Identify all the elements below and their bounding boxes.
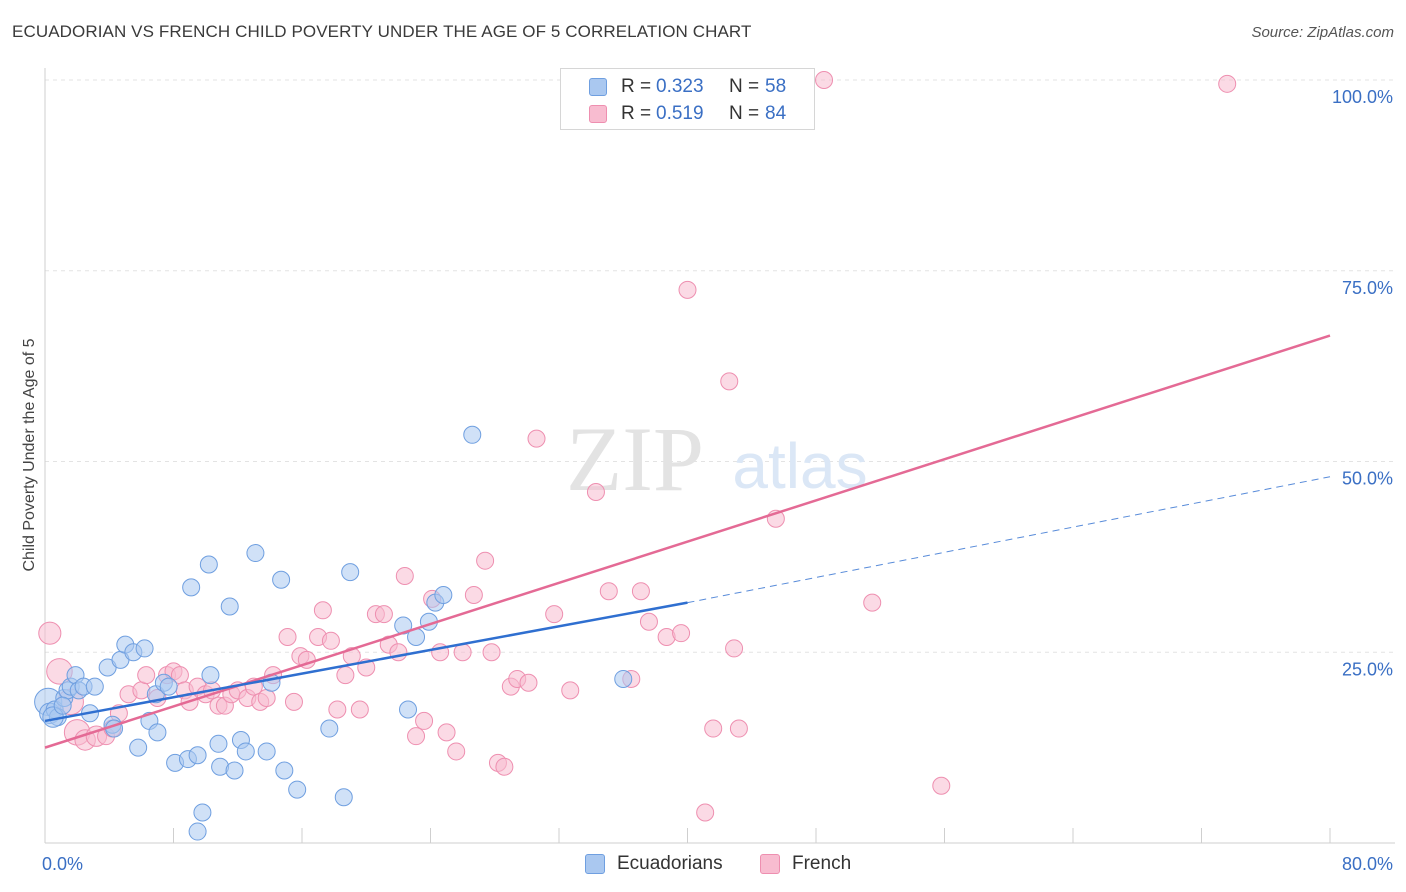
french-point	[482, 643, 501, 662]
french-point	[725, 639, 744, 658]
french-point	[313, 601, 332, 620]
ecuadorians-point	[129, 738, 148, 757]
french-point	[696, 803, 715, 822]
ecuadorians-point	[399, 700, 418, 719]
ecuadorians-n-value: 58	[765, 76, 787, 97]
ecuadorians-point	[201, 666, 220, 685]
french-point	[729, 719, 748, 738]
legend-row-french: R = 0.519 N = 84	[561, 101, 814, 127]
ecuadorians-point	[434, 586, 453, 605]
ecuadorians-point	[272, 570, 291, 589]
ecuadorians-point	[236, 742, 255, 761]
ecuadorians-point	[341, 563, 360, 582]
ecuadorians-point	[53, 696, 72, 715]
stats-legend: R = 0.323 N = 58 R = 0.519 N = 84	[560, 68, 815, 130]
y-tick-label: 25.0%	[1342, 659, 1393, 679]
chart-title: ECUADORIAN VS FRENCH CHILD POVERTY UNDER…	[12, 22, 752, 41]
ecuadorians-trendline-extension	[687, 476, 1331, 604]
french-point	[437, 723, 456, 742]
french-point	[447, 742, 466, 761]
french-point	[464, 586, 483, 605]
ecuadorians-trendline	[44, 601, 688, 723]
french-point	[586, 483, 605, 502]
y-tick-label: 50.0%	[1342, 469, 1393, 489]
legend-label-french: French	[792, 853, 852, 874]
ecuadorians-point	[257, 742, 276, 761]
french-point	[328, 700, 347, 719]
french-point	[374, 605, 393, 624]
ecuadorians-point	[188, 822, 207, 841]
french-point	[545, 605, 564, 624]
french-point	[257, 689, 276, 708]
y-tick-label: 100.0%	[1332, 87, 1393, 107]
french-point	[631, 582, 650, 601]
ecuadorians-point	[159, 677, 178, 696]
ecuadorians-point	[193, 803, 212, 822]
legend-label-ecuadorians: Ecuadorians	[617, 853, 723, 874]
ecuadorians-point	[148, 723, 167, 742]
ecuadorians-point	[320, 719, 339, 738]
n-label: N =	[729, 76, 760, 97]
r-label: R =	[621, 76, 652, 97]
french-point	[284, 692, 303, 711]
ecuadorians-point	[334, 788, 353, 807]
ecuadorians-point	[614, 669, 633, 688]
french-point	[476, 551, 495, 570]
ecuadorians-swatch	[585, 854, 605, 874]
ecuadorians-point	[225, 761, 244, 780]
french-trendline	[44, 334, 1331, 749]
x-tick-label-min: 0.0%	[42, 854, 83, 874]
n-label: N =	[729, 103, 760, 124]
french-point	[495, 757, 514, 776]
french-point	[678, 280, 697, 299]
ecuadorians-point	[463, 425, 482, 444]
ecuadorians-point	[246, 544, 265, 563]
french-point	[720, 372, 739, 391]
french-point	[599, 582, 618, 601]
ecuadorians-point	[288, 780, 307, 799]
ecuadorians-point	[188, 746, 207, 765]
french-point	[704, 719, 723, 738]
y-axis-label: Child Poverty Under the Age of 5	[21, 338, 38, 571]
x-tick-label-max: 80.0%	[1342, 854, 1393, 874]
french-point	[815, 71, 834, 89]
ecuadorians-point	[199, 555, 218, 574]
french-swatch	[589, 105, 607, 123]
ecuadorians-point	[220, 597, 239, 616]
r-label: R =	[621, 103, 652, 124]
french-point	[415, 711, 434, 730]
ecuadorians-point	[275, 761, 294, 780]
french-point	[137, 666, 156, 685]
french-point	[863, 593, 882, 612]
french-point	[561, 681, 580, 700]
watermark-zip: ZIP	[566, 408, 704, 510]
ecuadorians-point	[209, 734, 228, 753]
french-point	[395, 566, 414, 585]
french-point	[350, 700, 369, 719]
legend-row-ecuadorians: R = 0.323 N = 58	[561, 74, 814, 100]
ecuadorians-swatch	[589, 78, 607, 96]
ecuadorians-point	[182, 578, 201, 597]
french-point	[321, 631, 340, 650]
french-n-value: 84	[765, 103, 787, 124]
french-point	[527, 429, 546, 448]
french-point	[519, 673, 538, 692]
ecuadorians-point	[135, 639, 154, 658]
french-point	[639, 612, 658, 631]
french-swatch	[760, 854, 780, 874]
french-point	[672, 624, 691, 643]
y-tick-label: 75.0%	[1342, 278, 1393, 298]
french-point	[1218, 74, 1237, 93]
ecuadorians-point	[85, 677, 104, 696]
french-point	[336, 666, 355, 685]
french-point	[932, 776, 951, 795]
french-point	[38, 621, 62, 645]
ecuadorians-r-value: 0.323	[656, 76, 704, 97]
french-point	[407, 727, 426, 746]
french-point	[278, 627, 297, 646]
french-r-value: 0.519	[656, 103, 704, 124]
source-label: Source: ZipAtlas.com	[1251, 24, 1394, 41]
